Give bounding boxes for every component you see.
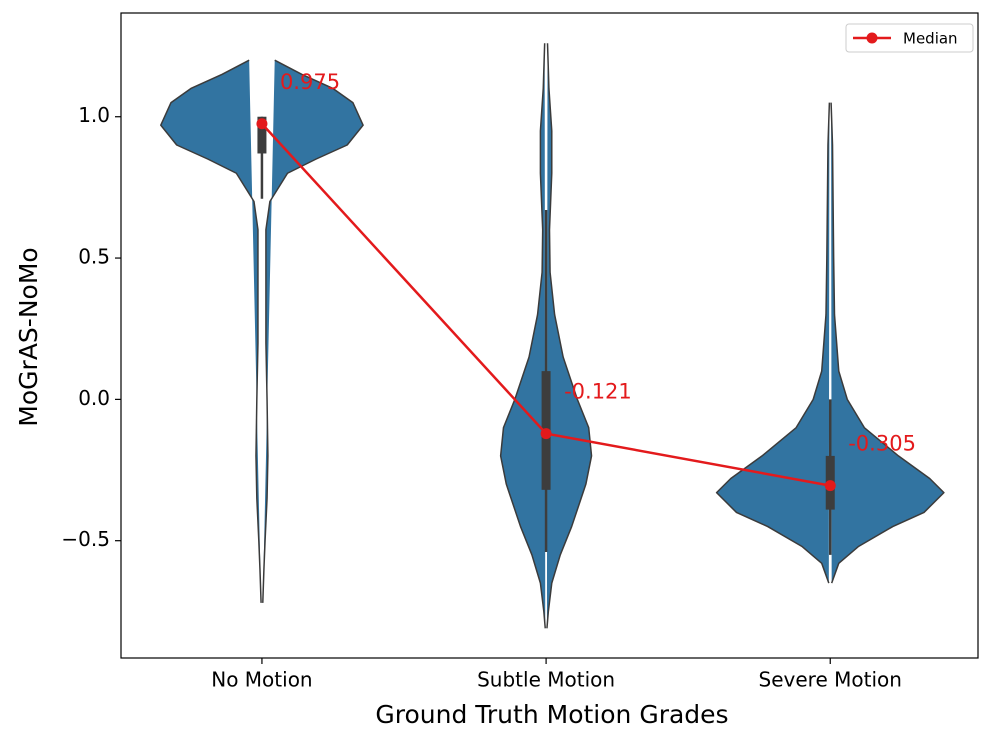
median-label: -0.305 [848, 432, 916, 456]
plot-frame [120, 12, 979, 659]
y-tick-label: 0.0 [78, 386, 110, 410]
y-tick-label: 0.5 [78, 245, 110, 269]
y-tick-label: −0.5 [61, 527, 110, 551]
y-axis-label: MoGrAS-NoMo [14, 247, 43, 426]
violin-half [262, 59, 364, 603]
legend-box [845, 23, 974, 53]
x-tick-label: Severe Motion [759, 668, 902, 692]
x-axis-label: Ground Truth Motion Grades [375, 700, 728, 729]
median-marker [540, 428, 552, 440]
median-label: 0.975 [280, 70, 340, 94]
x-tick-label: Subtle Motion [477, 668, 615, 692]
median-label: -0.121 [564, 380, 632, 404]
legend-label: Median [903, 30, 958, 48]
y-tick-label: 1.0 [78, 103, 110, 127]
median-marker [824, 480, 836, 492]
median-marker [256, 118, 268, 130]
x-tick-label: No Motion [211, 668, 312, 692]
box [257, 116, 267, 154]
violin-half [160, 59, 262, 603]
legend-swatch-marker [866, 32, 878, 44]
violin-half [546, 43, 593, 629]
violin-half [830, 102, 945, 584]
violin-half [499, 43, 546, 629]
violin-half [715, 102, 831, 584]
